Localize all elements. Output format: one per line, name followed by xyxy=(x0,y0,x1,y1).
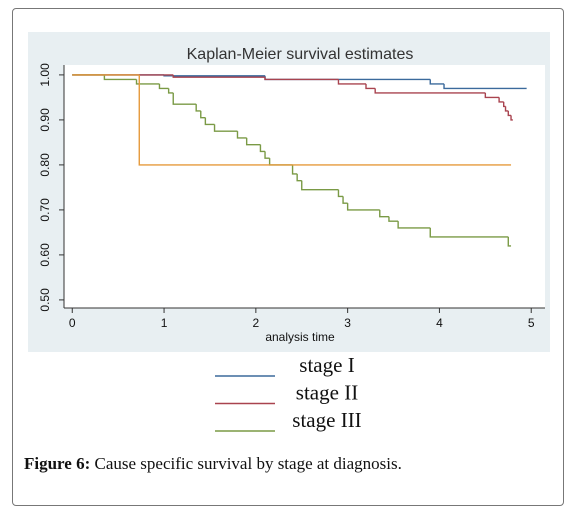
survival-step xyxy=(374,88,486,94)
chart: Kaplan-Meier survival estimates analysis… xyxy=(28,32,550,432)
survival-step xyxy=(236,131,247,139)
x-tick-label: 4 xyxy=(436,316,443,330)
survival-step xyxy=(429,79,445,85)
survival-step xyxy=(484,92,500,99)
survival-step xyxy=(195,104,201,112)
x-tick-label: 3 xyxy=(344,316,351,330)
x-axis-label: analysis time xyxy=(265,330,335,344)
survival-step xyxy=(167,88,174,94)
plot-area xyxy=(64,65,545,308)
x-tick-label: 1 xyxy=(161,316,168,330)
survival-step xyxy=(507,236,512,247)
caption-label: Figure 6: xyxy=(24,454,91,473)
legend-label: stage III xyxy=(292,408,361,432)
survival-step xyxy=(200,110,206,119)
survival-step xyxy=(342,196,348,204)
y-tick-label: 0.70 xyxy=(38,198,52,222)
legend-label: stage II xyxy=(296,380,358,404)
x-tick-label: 2 xyxy=(253,316,260,330)
survival-step xyxy=(429,227,509,238)
survival-step xyxy=(264,77,339,81)
survival-step xyxy=(443,83,527,90)
x-tick-label: 5 xyxy=(528,316,535,330)
survival-step xyxy=(213,124,238,132)
y-tick-label: 1.00 xyxy=(38,63,52,87)
survival-step xyxy=(135,79,160,85)
y-tick-label: 0.50 xyxy=(38,288,52,312)
survival-step xyxy=(346,203,380,211)
legend-label: stage I xyxy=(299,353,354,377)
survival-step xyxy=(337,79,367,85)
survival-step xyxy=(337,189,344,198)
survival-step xyxy=(291,164,298,175)
survival-step xyxy=(204,117,215,126)
survival-step xyxy=(103,74,137,81)
survival-step xyxy=(365,83,376,90)
survival-step xyxy=(264,151,270,159)
x-tick-label: 0 xyxy=(69,316,76,330)
survival-step xyxy=(388,216,399,222)
survival-step xyxy=(379,209,389,218)
y-tick-label: 0.60 xyxy=(38,243,52,267)
survival-step xyxy=(510,115,513,121)
chart-title: Kaplan-Meier survival estimates xyxy=(187,46,414,63)
survival-step xyxy=(296,173,302,182)
caption: Figure 6: Cause specific survival by sta… xyxy=(24,454,402,474)
survival-step xyxy=(259,144,266,153)
survival-step xyxy=(172,74,266,78)
survival-step xyxy=(245,137,261,146)
y-tick-label: 0.90 xyxy=(38,108,52,132)
survival-step xyxy=(507,110,512,117)
survival-step xyxy=(158,83,169,90)
survival-step xyxy=(397,221,431,229)
y-tick-label: 0.80 xyxy=(38,153,52,177)
survival-step xyxy=(301,180,339,191)
figure-frame xyxy=(12,8,564,506)
survival-step xyxy=(138,74,512,166)
survival-step xyxy=(504,106,509,112)
survival-step xyxy=(498,97,504,103)
caption-text: Cause specific survival by stage at diag… xyxy=(94,454,402,473)
survival-step xyxy=(172,92,197,105)
